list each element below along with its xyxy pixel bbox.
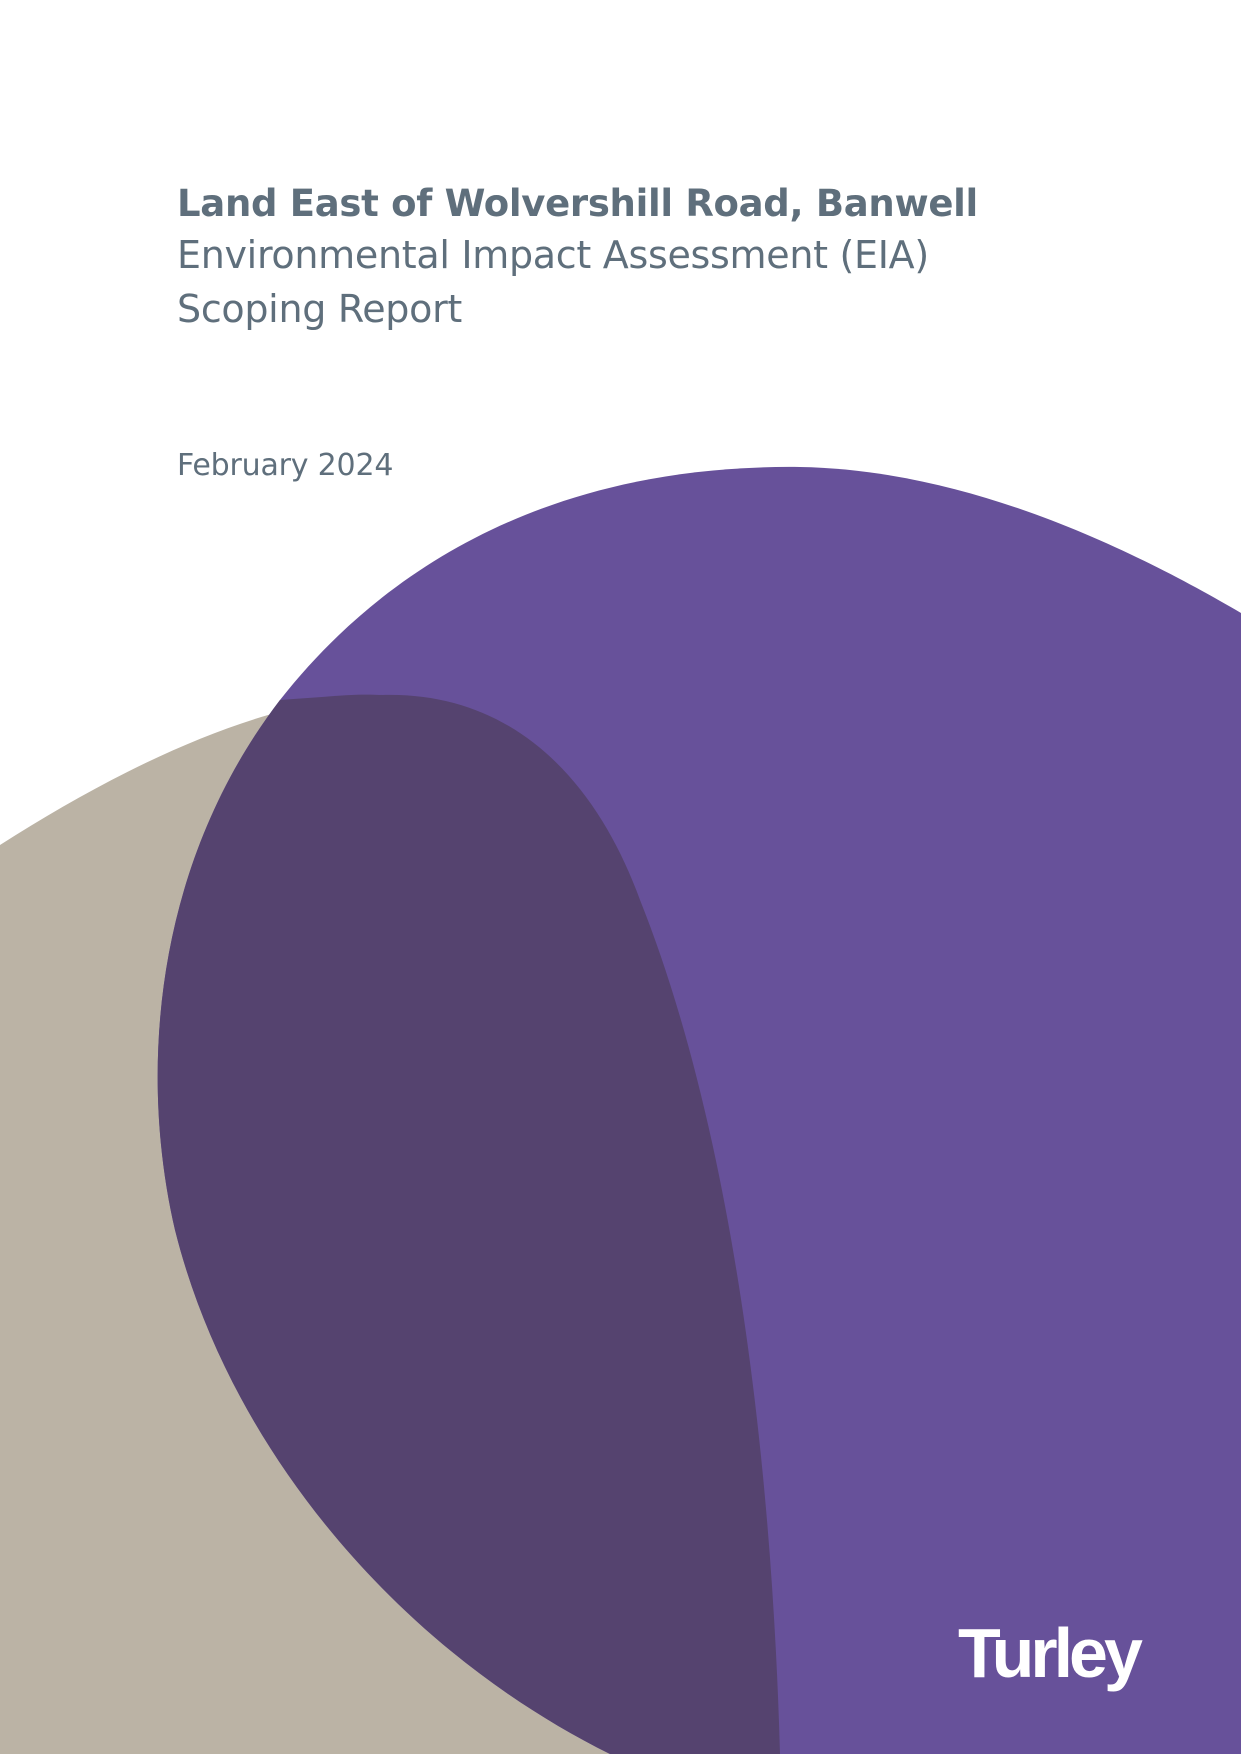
document-subtitle-line1: Environmental Impact Assessment (EIA) (177, 233, 929, 277)
document-subtitle-line2: Scoping Report (177, 287, 462, 331)
turley-logo: Turley (958, 1614, 1143, 1692)
overlap-shape (157, 694, 780, 1754)
title-block: Land East of Wolvershill Road, Banwell E… (177, 180, 1077, 336)
document-date: February 2024 (177, 448, 394, 483)
document-title: Land East of Wolvershill Road, Banwell (177, 182, 978, 225)
